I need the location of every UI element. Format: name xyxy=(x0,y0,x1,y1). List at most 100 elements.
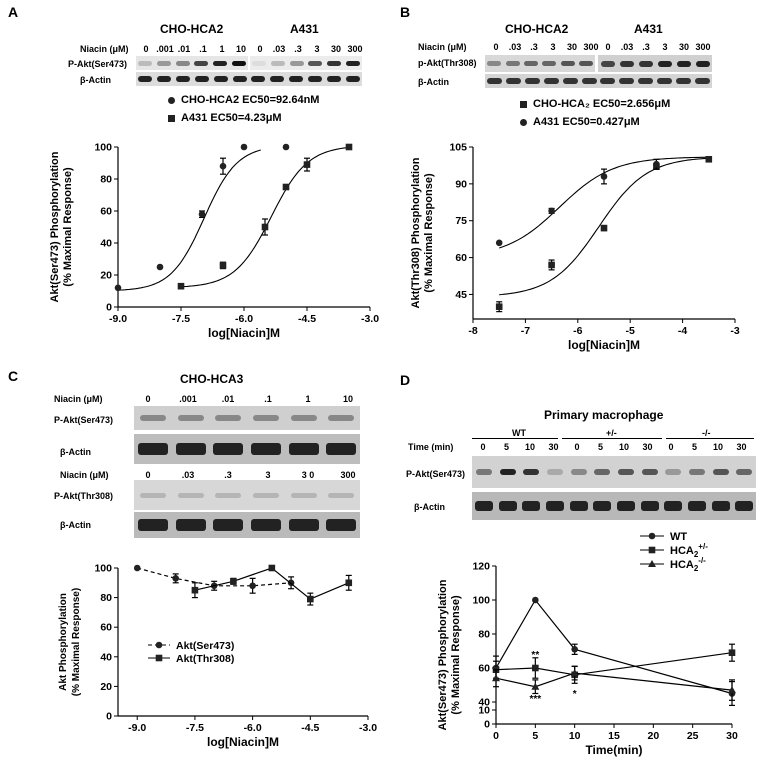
niacin-tick: 0 xyxy=(493,42,499,52)
panel-letter-d: D xyxy=(400,372,411,388)
blot-band xyxy=(232,76,247,82)
blot-band xyxy=(524,78,540,84)
blot-strip-a-right xyxy=(250,56,362,70)
legend-label: Akt(Ser473) xyxy=(176,640,234,652)
y-axis-label: Akt(Ser473) Phosphorylation xyxy=(49,151,61,302)
blot-row-label-d1: P-Akt(Ser473) xyxy=(406,469,466,479)
niacin-tick: .01 xyxy=(177,44,191,54)
niacin-tick: 0 xyxy=(574,442,580,452)
niacin-tick: 30 xyxy=(566,42,577,52)
niacin-tick: 10 xyxy=(235,44,246,54)
blot-strip-a-actin xyxy=(136,72,362,86)
blot-band xyxy=(308,60,323,66)
x-tick-label: 5 xyxy=(532,730,538,742)
blot-band xyxy=(328,492,355,498)
niacin-tick: 10 xyxy=(618,442,629,452)
blot-band xyxy=(498,501,517,511)
y-tick-label: 60 xyxy=(100,622,112,634)
group-ko-label: -/- xyxy=(702,428,711,438)
blot-band xyxy=(641,469,658,475)
blot-strip-a-left xyxy=(136,56,248,70)
niacin-label-c1: Niacin (μM) xyxy=(54,394,103,404)
data-point-square xyxy=(345,579,353,587)
x-tick-label: 20 xyxy=(647,730,659,742)
niacin-tick: 30 xyxy=(642,442,653,452)
group-wt-label: WT xyxy=(512,428,526,438)
niacin-tick: 1 xyxy=(219,44,225,54)
blot-band xyxy=(522,501,541,511)
y-tick-label: 120 xyxy=(472,561,490,573)
x-tick-label: -9.0 xyxy=(109,313,127,325)
x-tick-label: -3 xyxy=(730,325,739,337)
niacin-tick: 0 xyxy=(605,42,611,52)
data-point-circle xyxy=(653,160,660,168)
blot-band xyxy=(137,443,168,455)
x-axis-label: log[Niacin]M xyxy=(208,326,280,340)
data-point-square xyxy=(728,649,736,656)
legend-text: A431 EC50=0.427μM xyxy=(533,116,640,128)
blot-band xyxy=(157,76,172,82)
blot-band xyxy=(251,76,266,82)
blot-band xyxy=(288,519,319,531)
blot-band xyxy=(326,76,341,82)
y-tick-label: 40 xyxy=(100,651,112,663)
blot-band xyxy=(545,501,564,511)
blot-group-right-a: A431 xyxy=(290,22,319,36)
legend-marker xyxy=(648,560,656,567)
data-point-triangle xyxy=(531,682,540,690)
niacin-tick: .3 xyxy=(294,44,302,54)
x-tick-label: -3.0 xyxy=(361,313,379,325)
blot-band xyxy=(139,415,166,421)
group-ko-rule xyxy=(666,438,754,439)
y-tick-label: 100 xyxy=(94,563,112,575)
data-point-circle xyxy=(114,284,122,292)
niacin-tick: 10 xyxy=(712,442,723,452)
blot-band xyxy=(194,60,209,66)
y-tick-label: 90 xyxy=(455,178,467,190)
niacin-tick: 3 xyxy=(550,42,556,52)
blot-band xyxy=(215,492,242,498)
niacin-tick: 300 xyxy=(695,42,711,52)
blot-band xyxy=(523,469,540,475)
blot-title-d: Primary macrophage xyxy=(544,408,664,422)
legend-marker xyxy=(155,654,163,662)
y-axis-label: Akt(Thr308) Phosphorylation xyxy=(410,157,422,308)
data-point-square xyxy=(219,262,227,269)
data-point-square xyxy=(268,564,276,572)
square-marker-icon xyxy=(168,114,175,122)
y-axis-label: (% Maximal Response) xyxy=(450,595,462,715)
x-tick-label: 0 xyxy=(493,730,499,742)
blot-group-right-b: A431 xyxy=(634,22,663,36)
blot-band xyxy=(271,60,285,66)
data-point-square xyxy=(177,282,185,290)
y-tick-label: 60 xyxy=(455,252,467,264)
blot-row-label-d2: β-Actin xyxy=(414,502,445,512)
niacin-label-a: Niacin (μM) xyxy=(80,44,129,54)
blot-band xyxy=(594,469,611,475)
blot-band xyxy=(327,60,341,66)
data-point-circle xyxy=(548,207,555,215)
y-axis-label: (% Maximal Response) xyxy=(71,588,82,696)
y-tick-label: 80 xyxy=(100,592,112,604)
blot-band xyxy=(523,61,538,66)
legend-marker xyxy=(648,546,656,554)
blot-band xyxy=(687,501,706,511)
blot-row-label-b1: p-Akt(Thr308) xyxy=(418,58,477,68)
y-axis-label: Akt(Ser473) Phosphorylation xyxy=(437,579,449,730)
niacin-tick: .03 xyxy=(181,470,195,480)
niacin-tick: .03 xyxy=(272,44,286,54)
circle-marker-icon xyxy=(520,118,527,126)
blot-band xyxy=(560,61,575,66)
data-point-triangle xyxy=(728,686,736,694)
blot-band xyxy=(252,492,279,498)
blot-strip-c2 xyxy=(134,434,360,464)
niacin-tick: .3 xyxy=(530,42,538,52)
niacin-tick: 30 xyxy=(330,44,341,54)
chart-c: -9.0 -7.5 -6.0 -4.5 -3.0 0 20 40 60 80 100 log[Niac… xyxy=(58,563,377,750)
niacin-tick: 0 xyxy=(145,470,151,480)
blot-band xyxy=(664,501,683,511)
data-point-square xyxy=(345,143,353,151)
blot-band xyxy=(676,78,692,84)
blot-band xyxy=(543,78,559,84)
data-point-square xyxy=(548,261,555,269)
